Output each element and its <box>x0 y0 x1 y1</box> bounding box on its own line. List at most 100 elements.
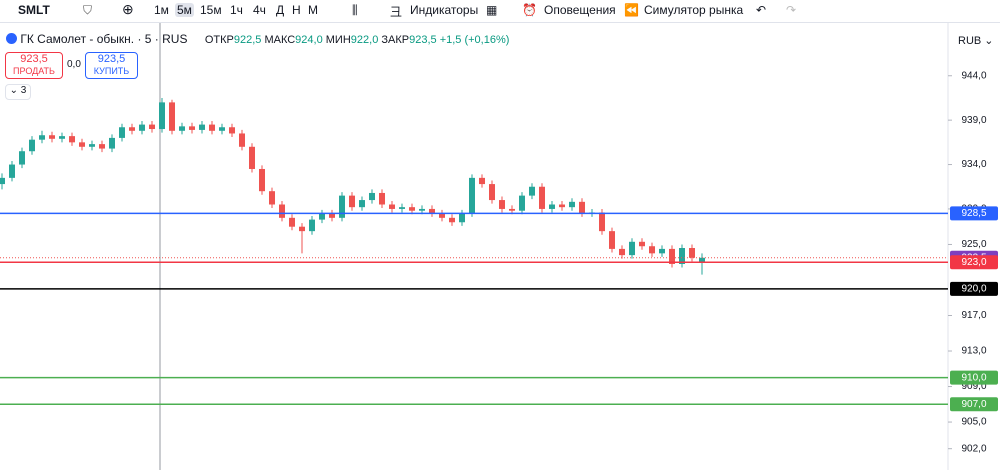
icon[interactable]: ⫼ <box>352 3 358 17</box>
interval[interactable]: 1ч <box>230 3 243 17</box>
add-symbol[interactable]: ⊕ <box>122 1 134 17</box>
legend: ГК Самолет - обыкн. · 5 · RUS ОТКР922,5 … <box>6 32 509 46</box>
candle-body <box>649 246 655 254</box>
sell-button[interactable]: 923,5 ПРОДАТЬ <box>5 52 63 79</box>
interval[interactable]: М <box>308 3 318 17</box>
y-tick-label: 905,0 <box>961 417 986 428</box>
candle-body <box>349 195 355 208</box>
candle-body <box>279 204 285 218</box>
level-label-box <box>950 397 998 412</box>
candle-body <box>619 248 625 256</box>
candle-body <box>559 204 565 208</box>
currency[interactable]: RUB ⌄ <box>958 35 994 47</box>
candle-body <box>179 126 185 131</box>
icon[interactable]: ⛉ <box>83 3 93 17</box>
interval[interactable]: 4ч <box>253 3 266 17</box>
candle-body <box>469 177 475 214</box>
interval[interactable]: Д <box>276 3 285 17</box>
candle-body <box>529 186 535 196</box>
candle-body <box>209 124 215 131</box>
candle-body <box>639 241 645 247</box>
candle-body <box>689 248 695 258</box>
low: 922,0 <box>350 34 379 46</box>
y-tick-label: 944,0 <box>961 70 986 81</box>
candle-body <box>79 142 85 147</box>
high-label: МАКС <box>264 34 296 46</box>
candle-body <box>569 201 575 208</box>
close-label: ЗАКР <box>381 34 410 46</box>
candle-body <box>369 192 375 201</box>
change: +1,5 (+0,16%) <box>439 34 510 46</box>
candle-body <box>309 219 315 232</box>
candle-body <box>59 136 65 139</box>
candle-body <box>629 241 635 256</box>
candle-body <box>609 231 615 249</box>
symbol-title[interactable]: ГК Самолет - обыкн. · 5 · RUS <box>20 32 188 46</box>
y-tick-label: 913,0 <box>961 346 986 357</box>
y-tick-label: 925,0 <box>961 239 986 250</box>
y-tick-label: 909,0 <box>961 381 986 392</box>
redo[interactable]: ↷ <box>786 3 797 17</box>
candle-body <box>259 168 265 192</box>
candle-body <box>659 248 665 254</box>
level-label: 920,0 <box>961 283 986 294</box>
sell-label: ПРОДАТЬ <box>13 66 55 76</box>
candle-body <box>139 124 145 131</box>
candle-body <box>409 207 415 211</box>
candle-body <box>489 184 495 201</box>
candle-body <box>339 195 345 218</box>
icon[interactable]: ⼹ <box>390 5 403 19</box>
indicator-toggle[interactable]: ⌄ 3 <box>5 84 31 100</box>
indicators[interactable]: Индикаторы <box>410 3 479 17</box>
level-label: 910,0 <box>961 372 986 383</box>
candle-body <box>229 127 235 134</box>
candle-body <box>449 217 455 223</box>
buy-button[interactable]: 923,5 КУПИТЬ <box>85 52 138 79</box>
candle-body <box>669 248 675 264</box>
candle-body <box>399 207 405 209</box>
candle-body <box>459 213 465 223</box>
logo <box>6 33 17 44</box>
candle-body <box>499 200 505 209</box>
open: 922,5 <box>233 34 262 46</box>
candle-body <box>169 102 175 131</box>
candle-body <box>69 136 75 143</box>
candle-body <box>39 135 45 140</box>
toolbar: SMLT ⛉ ⊕ 1м 5м 15м 1ч 4ч Д Н М ⫼ ⼹ Индикаторы ▦… <box>0 0 1000 23</box>
high: 924,0 <box>295 34 323 46</box>
interval[interactable]: 5м <box>175 3 194 17</box>
candle-body <box>99 144 105 149</box>
currency-label[interactable]: RUB <box>958 35 982 47</box>
candle-body <box>9 164 15 178</box>
replay[interactable]: Симулятор рынка <box>644 3 744 17</box>
candle-body <box>599 212 605 232</box>
symbol[interactable]: SMLT <box>18 3 50 17</box>
candle-body <box>49 135 55 139</box>
candle-body <box>129 127 135 131</box>
undo[interactable]: ↶ <box>756 3 767 17</box>
icon[interactable]: ⏪ <box>624 3 639 17</box>
candle-body <box>19 151 25 165</box>
candle-body <box>249 146 255 169</box>
y-tick-label: 917,0 <box>961 310 986 321</box>
candle-body <box>579 201 585 214</box>
candle-body <box>189 126 195 130</box>
candle-body <box>109 137 115 149</box>
candle-body <box>519 195 525 211</box>
candle-body <box>679 248 685 264</box>
level-label-box <box>950 370 998 385</box>
icon[interactable]: ▦ <box>486 3 498 17</box>
interval[interactable]: Н <box>292 3 301 17</box>
level-label-box <box>950 281 998 296</box>
icon[interactable]: ⏰ <box>522 3 537 17</box>
interval[interactable]: 1м <box>154 3 169 17</box>
alerts[interactable]: Оповещения <box>544 3 616 17</box>
ohlc: ОТКР922,5 МАКС924,0 МИН922,0 ЗАКР923,5 +… <box>205 34 510 46</box>
candle-body <box>509 208 515 211</box>
candle-body <box>379 192 385 205</box>
candle-body <box>319 213 325 220</box>
interval[interactable]: 15м <box>200 3 222 17</box>
candle-body <box>89 144 95 147</box>
